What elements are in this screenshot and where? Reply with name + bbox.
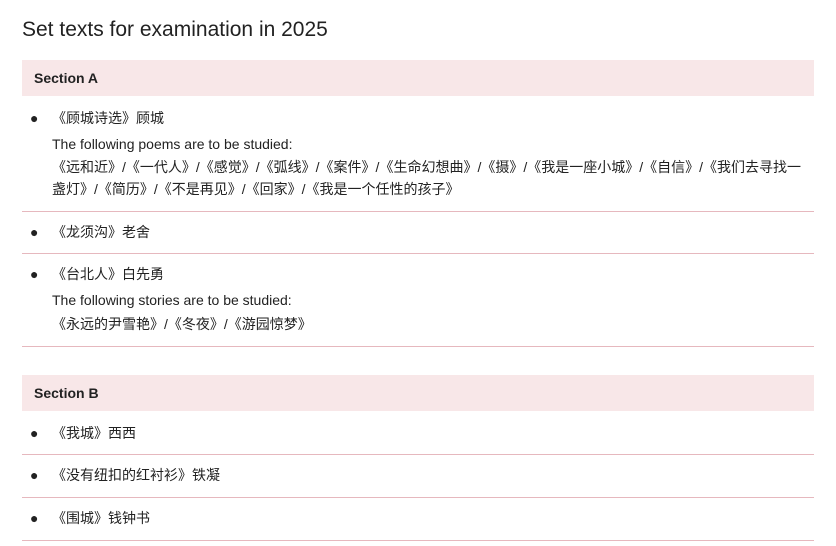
text-title: 《龙须沟》老舍 xyxy=(52,222,814,244)
bullet-icon: ● xyxy=(30,264,52,285)
bullet-icon: ● xyxy=(30,423,52,444)
list-item: ● 《台北人》白先勇 The following stories are to … xyxy=(22,254,814,346)
section-b-list: ● 《我城》西西 ● 《没有纽扣的红衬衫》铁凝 ● 《围城》钱钟书 xyxy=(22,413,814,541)
text-title: 《我城》西西 xyxy=(52,423,814,445)
section-b-header: Section B xyxy=(22,375,814,411)
section-a-list: ● 《顾城诗选》顾城 The following poems are to be… xyxy=(22,98,814,347)
text-title: 《顾城诗选》顾城 xyxy=(52,108,814,130)
list-item: ● 《围城》钱钟书 xyxy=(22,498,814,541)
text-title: 《台北人》白先勇 xyxy=(52,264,814,286)
bullet-icon: ● xyxy=(30,465,52,486)
list-item: ● 《没有纽扣的红衬衫》铁凝 xyxy=(22,455,814,498)
bullet-icon: ● xyxy=(30,222,52,243)
section-a: Section A ● 《顾城诗选》顾城 The following poems… xyxy=(22,60,814,347)
text-title: 《围城》钱钟书 xyxy=(52,508,814,530)
section-a-header: Section A xyxy=(22,60,814,96)
text-title: 《没有纽扣的红衬衫》铁凝 xyxy=(52,465,814,487)
list-item: ● 《我城》西西 xyxy=(22,413,814,456)
text-detail: 《永远的尹雪艳》/《冬夜》/《游园惊梦》 xyxy=(52,314,814,336)
text-note: The following stories are to be studied: xyxy=(52,290,814,312)
section-b: Section B ● 《我城》西西 ● 《没有纽扣的红衬衫》铁凝 ● 《围 xyxy=(22,375,814,541)
bullet-icon: ● xyxy=(30,108,52,129)
bullet-icon: ● xyxy=(30,508,52,529)
text-note: The following poems are to be studied: xyxy=(52,134,814,156)
list-item: ● 《龙须沟》老舍 xyxy=(22,212,814,255)
list-item: ● 《顾城诗选》顾城 The following poems are to be… xyxy=(22,98,814,212)
page-title: Set texts for examination in 2025 xyxy=(22,18,814,42)
text-detail: 《远和近》/《一代人》/《感觉》/《弧线》/《案件》/《生命幻想曲》/《摄》/《… xyxy=(52,157,814,200)
